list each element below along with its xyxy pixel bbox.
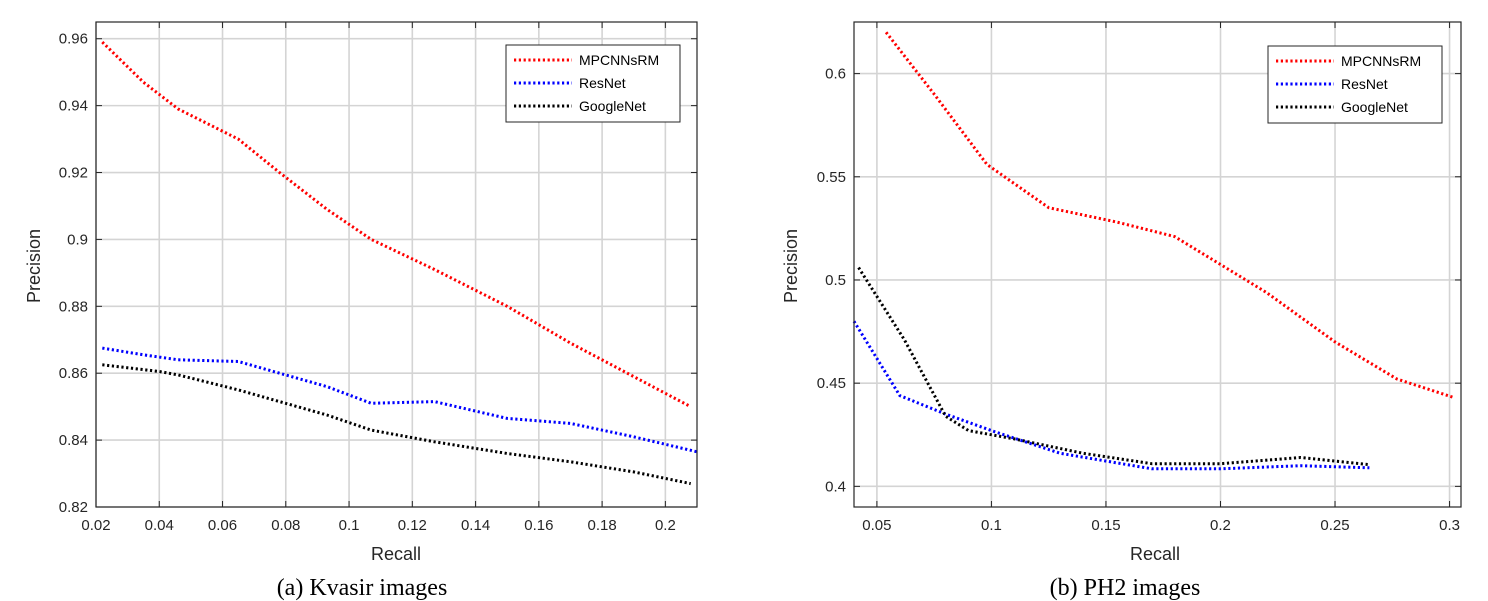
y-tick-label: 0.55 — [817, 169, 846, 186]
y-axis-label: Precision — [781, 229, 801, 303]
x-tick-label: 0.02 — [81, 517, 110, 534]
series-line-googlenet — [857, 266, 1370, 467]
legend-label: GoogleNet — [1341, 99, 1408, 115]
y-tick-label: 0.45 — [817, 375, 846, 392]
x-tick-label: 0.12 — [398, 517, 427, 534]
y-tick-label: 0.88 — [59, 298, 88, 315]
legend: MPCNNsRM ResNet GoogleNet — [505, 44, 681, 123]
x-tick-label: 0.15 — [1091, 517, 1120, 534]
x-axis-label: Recall — [371, 544, 421, 564]
x-tick-label: 0.14 — [461, 517, 490, 534]
x-tick-label: 0.04 — [145, 517, 174, 534]
series-line-mpcnnsrm — [101, 41, 692, 409]
plot-frame — [95, 21, 698, 508]
y-tick-label: 0.9 — [67, 231, 88, 248]
y-tick-label: 0.94 — [59, 98, 88, 115]
x-tick-label: 0.1 — [981, 517, 1002, 534]
x-tick-label: 0.2 — [1210, 517, 1231, 534]
chart-caption: (a) Kvasir images — [277, 575, 448, 601]
y-tick-label: 0.5 — [825, 272, 846, 289]
x-tick-label: 0.2 — [655, 517, 676, 534]
x-tick-label: 0.1 — [339, 517, 360, 534]
x-axis-label: Recall — [1130, 544, 1180, 564]
legend-label: MPCNNsRM — [579, 52, 659, 68]
x-tick-label: 0.18 — [588, 517, 617, 534]
y-tick-label: 0.82 — [59, 499, 88, 516]
series-line-mpcnnsrm — [884, 31, 1455, 400]
plot-frame — [853, 21, 1462, 508]
y-axis-label: Precision — [24, 229, 44, 303]
x-tick-label: 0.16 — [524, 517, 553, 534]
legend: MPCNNsRM ResNet GoogleNet — [1267, 45, 1443, 124]
y-tick-label: 0.84 — [59, 432, 88, 449]
chart-kvasir: 0.02 0.04 0.06 0.08 0.1 0.12 0.14 0.16 0.18 0.2 0.… — [24, 21, 698, 601]
legend-label: GoogleNet — [579, 98, 646, 114]
chart-caption: (b) PH2 images — [1050, 575, 1201, 601]
y-tick-label: 0.96 — [59, 31, 88, 48]
legend-label: MPCNNsRM — [1341, 53, 1421, 69]
x-tick-label: 0.06 — [208, 517, 237, 534]
y-tick-label: 0.86 — [59, 365, 88, 382]
legend-label: ResNet — [1341, 76, 1388, 92]
x-tick-label: 0.08 — [271, 517, 300, 534]
y-tick-label: 0.4 — [825, 478, 846, 495]
x-tick-label: 0.05 — [862, 517, 891, 534]
chart-ph2: 0.05 0.1 0.15 0.2 0.25 0.3 0.4 0.45 0.5 0.55 0.6 MP… — [781, 21, 1462, 601]
y-tick-label: 0.6 — [825, 66, 846, 83]
series-line-googlenet — [102, 363, 692, 486]
legend-label: ResNet — [579, 75, 626, 91]
x-tick-label: 0.3 — [1439, 517, 1460, 534]
x-tick-label: 0.25 — [1320, 517, 1349, 534]
y-tick-label: 0.92 — [59, 165, 88, 182]
